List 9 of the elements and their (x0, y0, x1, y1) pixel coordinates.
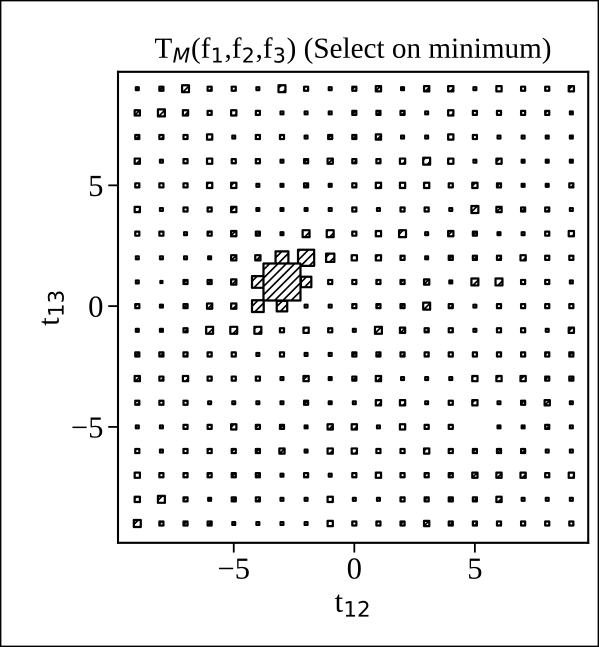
y-tick-label: 0 (89, 296, 102, 318)
x-axis-title: t$_{12}$ (334, 594, 368, 617)
chart-title: T$_{M}$(f$_{1}$,f$_{2}$,f$_{3}$) (Select on minimum) (155, 37, 550, 64)
x-tick-label: 0 (348, 558, 361, 579)
x-tick-label: −5 (219, 558, 249, 579)
y-tick-label: 5 (90, 176, 102, 196)
y-tick-label: −5 (72, 417, 102, 438)
x-tick-label: 5 (469, 558, 482, 579)
y-axis-title: t$_{13}$ (41, 292, 64, 326)
